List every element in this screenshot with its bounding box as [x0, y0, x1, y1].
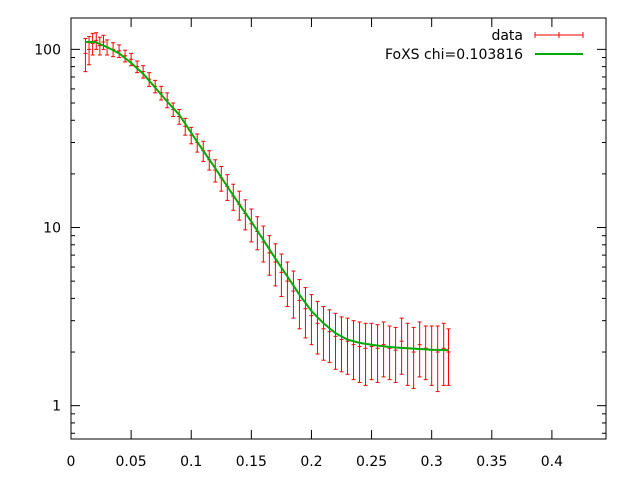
plot-area-frame: [70, 17, 607, 440]
series-layer: [83, 32, 451, 393]
x-tick-label: 0.35: [476, 454, 507, 470]
data-point: [83, 38, 88, 73]
data-point: [117, 44, 122, 59]
data-point: [97, 36, 102, 56]
data-point: [351, 320, 356, 381]
data-point: [315, 300, 320, 355]
data-point: [369, 322, 374, 381]
x-tick-label: 0.4: [541, 454, 563, 470]
data-point: [405, 322, 410, 386]
y-axis-ticks: 1 10 100: [34, 42, 606, 434]
y-tick-label: 1: [52, 399, 61, 415]
data-point: [303, 287, 308, 339]
data-point: [357, 321, 362, 383]
x-axis-ticks: 0 0.05 0.1 0.15 0.2 0.25 0.3 0.35 0.4: [67, 18, 563, 470]
data-point: [87, 36, 92, 66]
data-point: [267, 235, 272, 276]
x-tick-label: 0.25: [356, 454, 387, 470]
data-point: [446, 328, 451, 386]
data-point: [321, 306, 326, 361]
x-tick-label: 0: [67, 454, 76, 470]
data-point: [261, 225, 266, 263]
legend-label: FoXS chi=0.103816: [385, 47, 523, 63]
data-point: [429, 325, 434, 386]
x-tick-label: 0.05: [116, 454, 147, 470]
data-point: [94, 32, 99, 50]
data-point: [135, 60, 140, 74]
data-point: [363, 322, 368, 386]
data-point: [441, 322, 446, 386]
data-point: [381, 321, 386, 378]
data-point: [101, 34, 106, 50]
data-point: [327, 309, 332, 363]
data-point: [273, 243, 278, 287]
data-point: [90, 32, 95, 56]
data-point: [399, 317, 404, 375]
x-tick-label: 0.2: [300, 454, 322, 470]
y-tick-label: 10: [43, 221, 61, 237]
data-point: [339, 316, 344, 373]
y-tick-label: 100: [34, 42, 61, 58]
data-point: [291, 270, 296, 319]
data-point: [423, 325, 428, 381]
x-tick-label: 0.3: [421, 454, 443, 470]
data-point: [411, 326, 416, 389]
legend: data FoXS chi=0.103816: [385, 28, 584, 63]
data-point: [333, 312, 338, 370]
data-point: [297, 279, 302, 330]
legend-label: data: [491, 28, 523, 44]
data-point: [393, 326, 398, 383]
data-point: [387, 325, 392, 381]
data-point: [435, 325, 440, 393]
data-point: [285, 261, 290, 308]
x-tick-label: 0.1: [180, 454, 202, 470]
x-tick-label: 0.15: [236, 454, 267, 470]
data-point: [309, 294, 314, 346]
fit-line: [85, 41, 449, 352]
data-point: [279, 253, 284, 298]
data-point: [345, 317, 350, 375]
data-point: [375, 324, 380, 383]
